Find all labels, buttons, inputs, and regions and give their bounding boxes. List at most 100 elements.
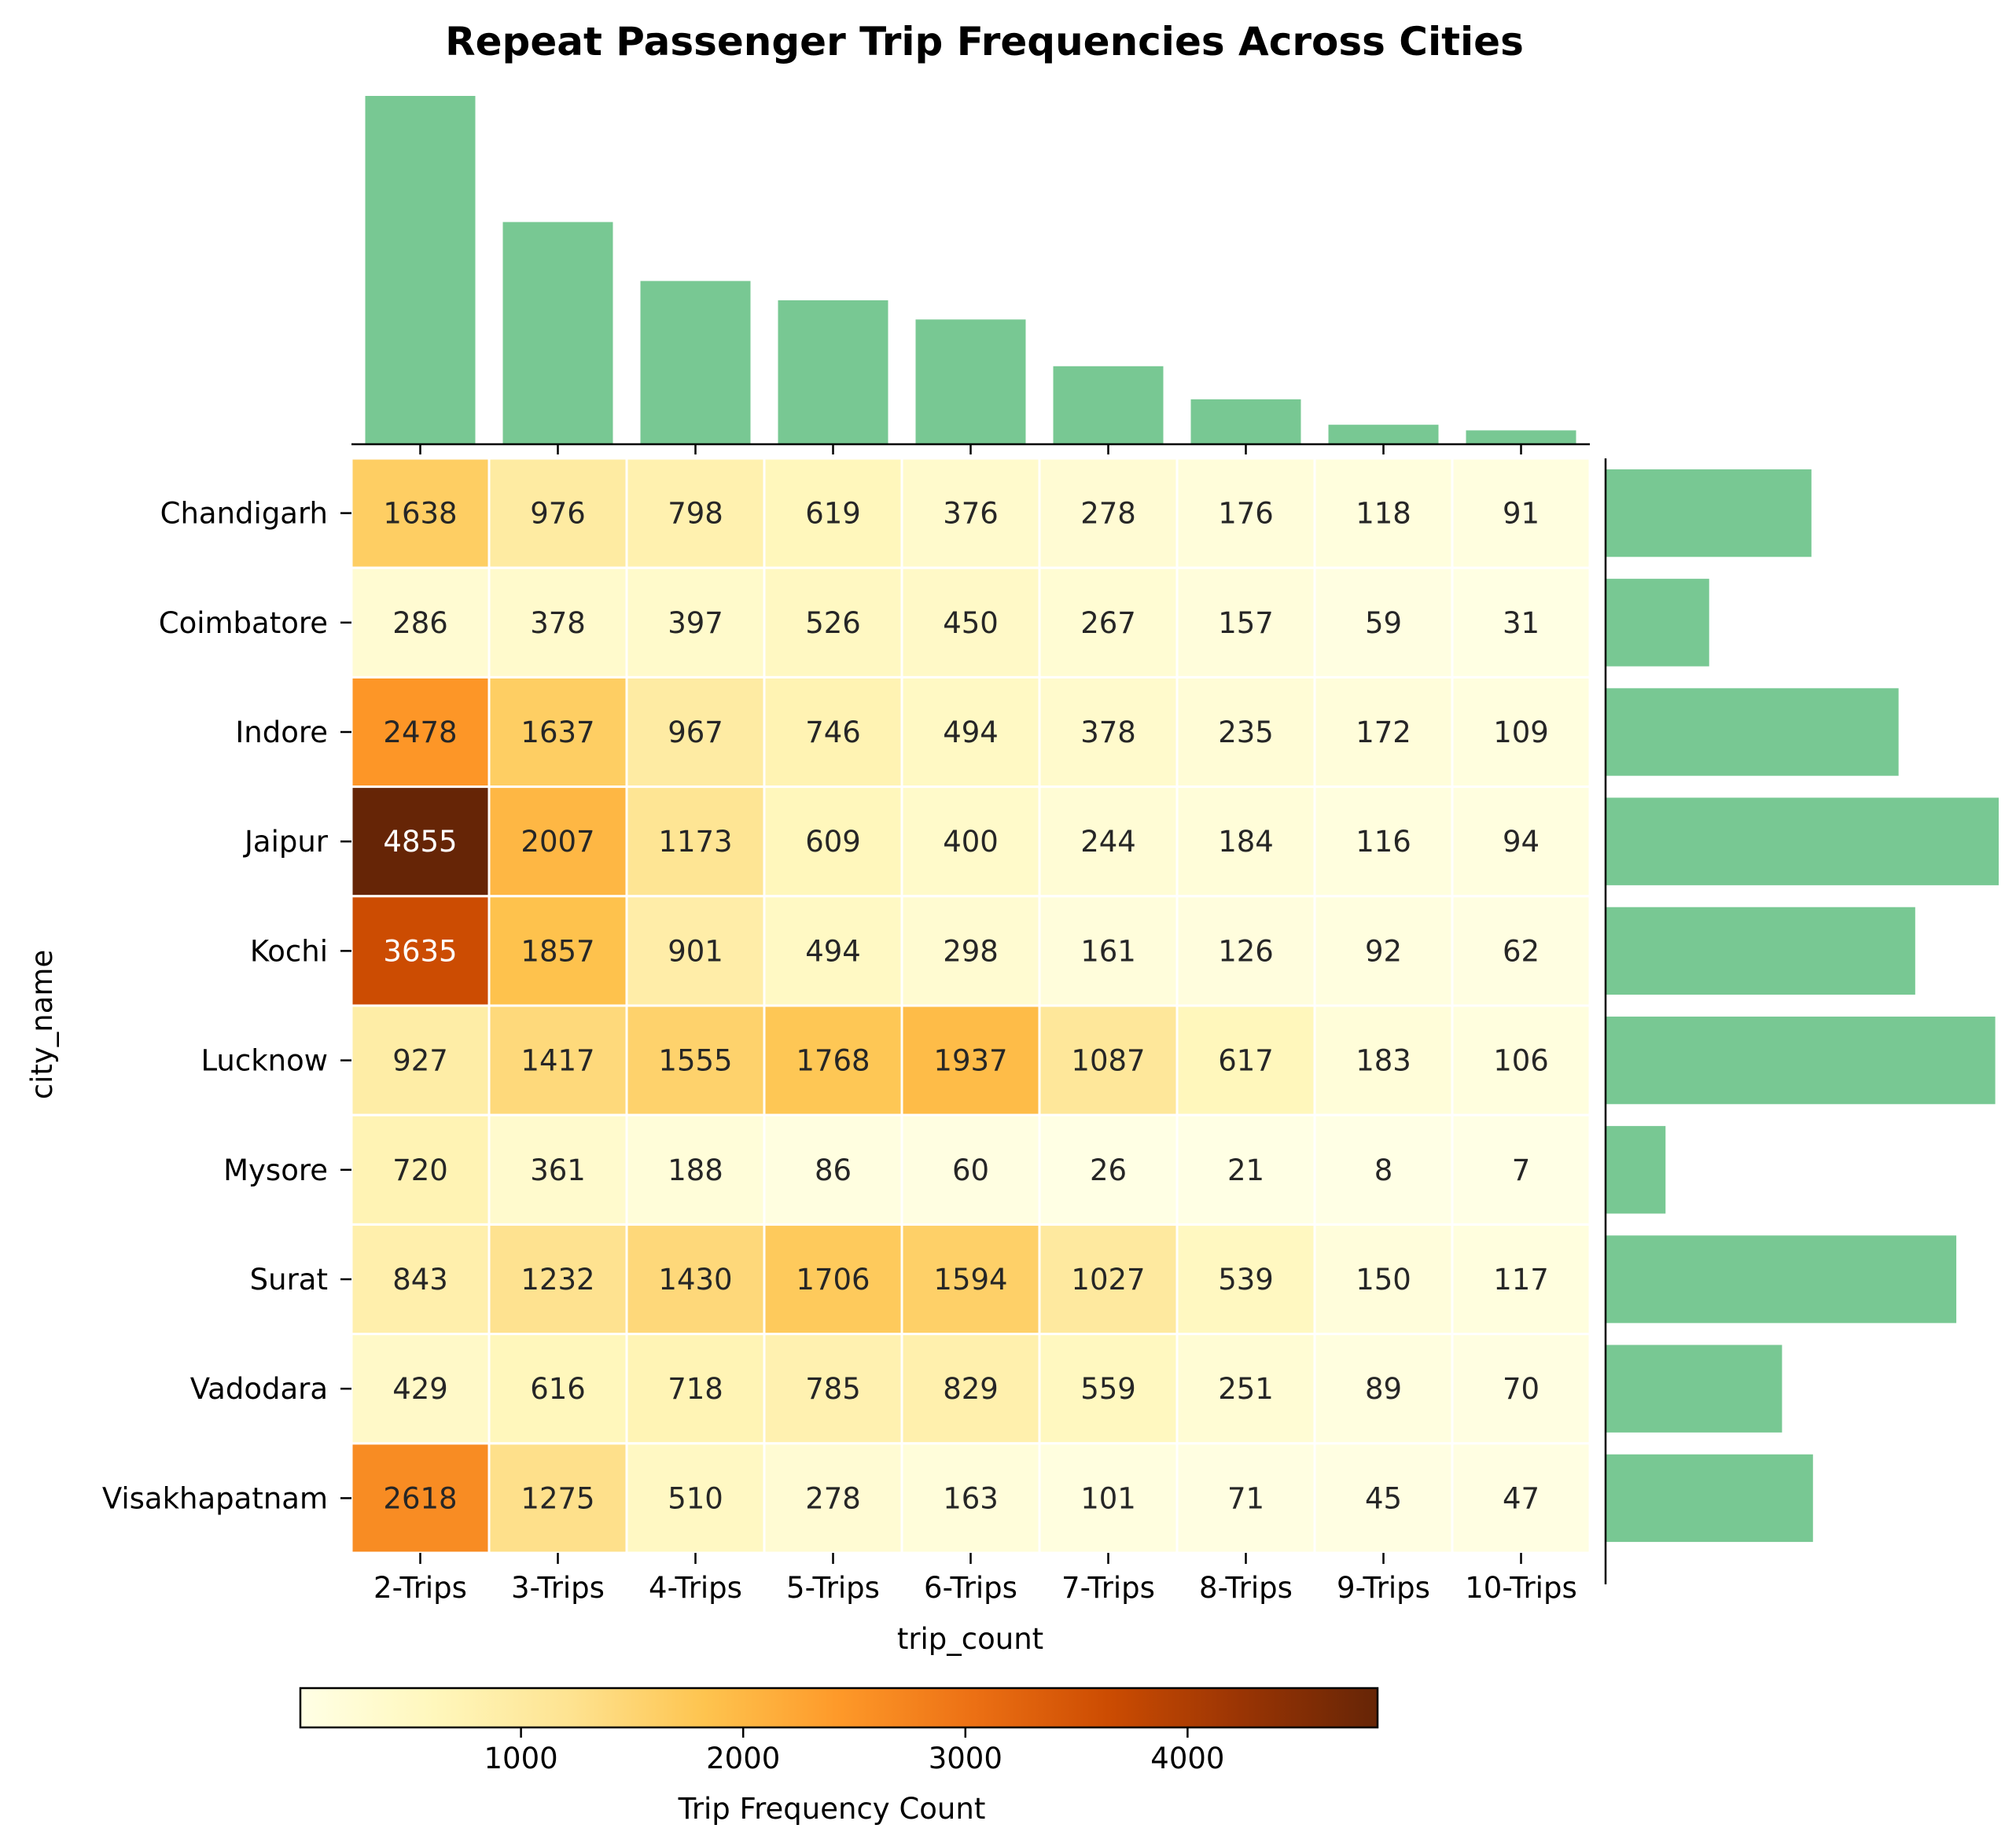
cell-value-label: 278: [1080, 497, 1136, 531]
colorbar-tick-label: 2000: [706, 1742, 780, 1775]
heatmap-cell: [763, 1223, 903, 1336]
cell-value-label: 1637: [521, 716, 594, 749]
right-marginal-bar: [1606, 579, 1709, 667]
cell-value-label: 26: [1090, 1153, 1127, 1187]
heatmap-cell: [1313, 1442, 1454, 1554]
heatmap-cell: [900, 1333, 1041, 1445]
right-marginal-bar: [1606, 469, 1812, 557]
cell-value-label: 298: [943, 934, 999, 968]
x-tick-label: 4-Trips: [649, 1571, 742, 1605]
cell-value-label: 429: [392, 1372, 448, 1406]
right-marginal-bars: [1604, 458, 1999, 1584]
x-tick-label: 9-Trips: [1337, 1571, 1430, 1605]
heatmap-cell: [900, 1004, 1041, 1116]
heatmap-cell: [763, 675, 903, 789]
heatmap-cell: [900, 1113, 1041, 1226]
cell-value-label: 106: [1493, 1044, 1549, 1078]
top-marginal-bar: [915, 319, 1026, 444]
cell-value-label: 70: [1503, 1372, 1540, 1406]
cell-value-label: 1027: [1071, 1263, 1145, 1297]
heatmap-cell: [487, 675, 628, 789]
cell-value-label: 7: [1512, 1153, 1531, 1187]
heatmap-cell: [1451, 785, 1591, 898]
heatmap-cell: [487, 1333, 628, 1445]
cell-value-label: 101: [1080, 1481, 1136, 1515]
cell-value-label: 397: [668, 606, 723, 640]
cell-value-label: 21: [1227, 1153, 1264, 1187]
cell-value-label: 1638: [383, 497, 457, 531]
cell-value-label: 45: [1365, 1481, 1402, 1515]
heatmap-cell: [1038, 1333, 1179, 1445]
cell-value-label: 539: [1218, 1263, 1274, 1297]
heatmap-cell: [1038, 1113, 1179, 1226]
colorbar-tick-label: 4000: [1150, 1742, 1224, 1775]
cell-value-label: 609: [805, 825, 861, 859]
heatmap-cell: [625, 895, 766, 1007]
heatmap-cell: [350, 1333, 491, 1445]
cell-value-label: 798: [668, 497, 723, 531]
cell-value-label: 843: [392, 1263, 448, 1297]
heatmap-cell: [1451, 566, 1591, 679]
cell-value-label: 901: [668, 934, 723, 968]
heatmap-cell: [1175, 1113, 1316, 1226]
top-marginal-bar: [778, 300, 888, 444]
y-tick-label: Indore: [235, 716, 328, 749]
cell-value-label: 2618: [383, 1481, 457, 1515]
heatmap-cell: [625, 566, 766, 679]
cell-value-label: 927: [392, 1044, 448, 1078]
cell-value-label: 967: [668, 716, 723, 749]
y-tick-label: Lucknow: [200, 1044, 328, 1078]
cell-value-label: 62: [1503, 934, 1540, 968]
cell-value-label: 1087: [1071, 1044, 1145, 1078]
heatmap-cell: [487, 1442, 628, 1554]
heatmap-cell: [1313, 1333, 1454, 1445]
cell-value-label: 157: [1218, 606, 1274, 640]
heatmap-cell: [625, 1113, 766, 1226]
cell-value-label: 1857: [521, 934, 594, 968]
heatmap-cell: [350, 895, 491, 1007]
x-tick-label: 7-Trips: [1061, 1571, 1155, 1605]
heatmap-cell: [1313, 1223, 1454, 1336]
heatmap-cell: [763, 457, 903, 569]
cell-value-label: 746: [805, 716, 861, 749]
cell-value-label: 1430: [658, 1263, 732, 1297]
heatmap-cell: [763, 785, 903, 898]
colorbar-label: Trip Frequency Count: [678, 1792, 986, 1826]
cell-value-label: 2007: [521, 825, 594, 859]
cell-value-label: 118: [1356, 497, 1411, 531]
cell-value-label: 1173: [658, 825, 732, 859]
cell-value-label: 31: [1503, 606, 1540, 640]
heatmap-cell: [900, 457, 1041, 569]
heatmap-cell: [1038, 1442, 1179, 1554]
heatmap-cell: [900, 895, 1041, 1007]
cell-value-label: 2478: [383, 716, 457, 749]
cell-value-label: 1706: [796, 1263, 870, 1297]
heatmap-cell: [350, 675, 491, 789]
top-marginal-bar: [1466, 430, 1576, 444]
heatmap-cell: [1313, 1004, 1454, 1116]
heatmap-cell: [1313, 895, 1454, 1007]
heatmap-cell: [763, 566, 903, 679]
y-axis: Chandigarh Coimbatore Indore Jaipur Kochi Luc…: [102, 497, 351, 1515]
cell-value-label: 176: [1218, 497, 1274, 531]
cell-value-label: 450: [943, 606, 999, 640]
x-tick-label: 2-Trips: [373, 1571, 467, 1605]
cell-value-label: 526: [805, 606, 861, 640]
y-tick-label: Visakhapatnam: [102, 1481, 328, 1515]
cell-value-label: 785: [805, 1372, 861, 1406]
top-marginal-bar: [1053, 366, 1164, 444]
cell-value-label: 278: [805, 1481, 861, 1515]
y-tick-label: Surat: [250, 1263, 328, 1297]
heatmap-cell: [625, 1442, 766, 1554]
cell-value-label: 109: [1493, 716, 1549, 749]
cell-value-label: 718: [668, 1372, 723, 1406]
y-tick-label: Jaipur: [243, 825, 329, 859]
heatmap-cell: [763, 1442, 903, 1554]
cell-value-label: 1275: [521, 1481, 594, 1515]
heatmap-cell: [1038, 895, 1179, 1007]
cell-value-label: 47: [1503, 1481, 1540, 1515]
cell-value-label: 244: [1080, 825, 1136, 859]
colorbar: 1000 2000 3000 4000: [299, 1687, 1379, 1775]
cell-value-label: 510: [668, 1481, 723, 1515]
right-marginal-bar: [1606, 1454, 1813, 1543]
